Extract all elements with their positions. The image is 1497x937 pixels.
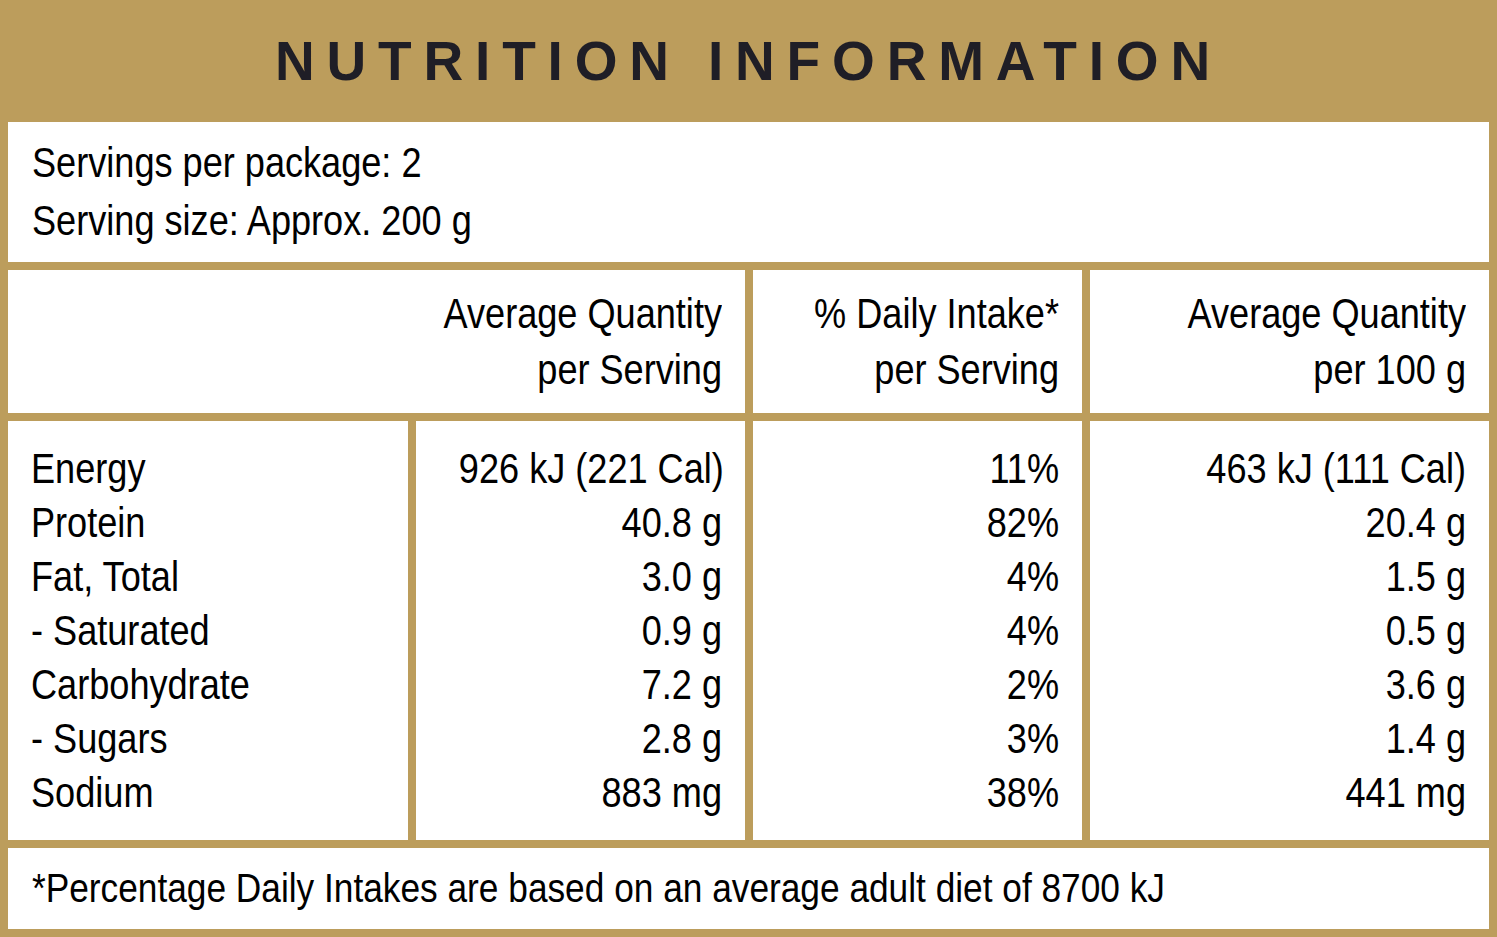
value-per-serving: 0.9 g — [459, 604, 722, 658]
nutrient-name: Fat, Total — [31, 550, 355, 604]
value-per-100g: 0.5 g — [1143, 604, 1466, 658]
serving-info-box: Servings per package: 2 Serving size: Ap… — [8, 122, 1489, 262]
column-header-line: Average Quantity — [1143, 286, 1466, 342]
value-daily-intake: 4% — [796, 550, 1059, 604]
nutrient-name: Protein — [31, 496, 355, 550]
value-per-serving: 7.2 g — [459, 658, 722, 712]
value-per-100g: 463 kJ (111 Cal) — [1143, 442, 1466, 496]
value-per-100g: 1.5 g — [1143, 550, 1466, 604]
value-per-100g: 20.4 g — [1143, 496, 1466, 550]
per-serving-value-column: 926 kJ (221 Cal)40.8 g3.0 g0.9 g7.2 g2.8… — [416, 421, 745, 840]
nutrient-name: Energy — [31, 442, 355, 496]
column-header-avg-quantity-per-serving: Average Quantity per Serving — [8, 270, 745, 413]
value-per-serving: 926 kJ (221 Cal) — [459, 442, 722, 496]
nutrition-information-label: NUTRITION INFORMATION Servings per packa… — [0, 0, 1497, 937]
value-per-serving: 3.0 g — [459, 550, 722, 604]
value-daily-intake: 3% — [796, 712, 1059, 766]
column-header-line: per Serving — [796, 342, 1059, 398]
value-daily-intake: 4% — [796, 604, 1059, 658]
value-daily-intake: 11% — [796, 442, 1059, 496]
table-header-row: Average Quantity per Serving % Daily Int… — [8, 270, 1489, 413]
gold-divider — [8, 840, 1489, 848]
daily-intake-value-column: 11%82%4%4%2%3%38% — [753, 421, 1082, 840]
column-header-line: per Serving — [108, 342, 722, 398]
footnote-box: *Percentage Daily Intakes are based on a… — [8, 848, 1489, 929]
value-daily-intake: 82% — [796, 496, 1059, 550]
gold-divider — [8, 413, 1489, 421]
column-header-line: % Daily Intake* — [796, 286, 1059, 342]
value-per-serving: 2.8 g — [459, 712, 722, 766]
column-header-line: Average Quantity — [108, 286, 722, 342]
title-band: NUTRITION INFORMATION — [0, 0, 1497, 122]
daily-intake-footnote: *Percentage Daily Intakes are based on a… — [32, 865, 1165, 912]
value-daily-intake: 2% — [796, 658, 1059, 712]
nutrient-name-column: EnergyProteinFat, Total- SaturatedCarboh… — [8, 421, 408, 840]
column-header-daily-intake-per-serving: % Daily Intake* per Serving — [753, 270, 1082, 413]
nutrient-name: - Sugars — [31, 712, 355, 766]
nutrient-name: Carbohydrate — [31, 658, 355, 712]
serving-size-text: Serving size: Approx. 200 g — [32, 192, 1489, 250]
value-daily-intake: 38% — [796, 766, 1059, 820]
page-title: NUTRITION INFORMATION — [275, 29, 1222, 93]
gold-divider — [8, 262, 1489, 270]
value-per-100g: 441 mg — [1143, 766, 1466, 820]
servings-per-package-text: Servings per package: 2 — [32, 134, 1489, 192]
nutrient-name: - Saturated — [31, 604, 355, 658]
per-100g-value-column: 463 kJ (111 Cal)20.4 g1.5 g0.5 g3.6 g1.4… — [1090, 421, 1489, 840]
nutrient-table-body: EnergyProteinFat, Total- SaturatedCarboh… — [8, 421, 1489, 840]
value-per-serving: 883 mg — [459, 766, 722, 820]
value-per-serving: 40.8 g — [459, 496, 722, 550]
label-content: Servings per package: 2 Serving size: Ap… — [0, 122, 1497, 929]
column-header-avg-quantity-per-100g: Average Quantity per 100 g — [1090, 270, 1489, 413]
value-per-100g: 1.4 g — [1143, 712, 1466, 766]
column-header-line: per 100 g — [1143, 342, 1466, 398]
nutrient-name: Sodium — [31, 766, 355, 820]
value-per-100g: 3.6 g — [1143, 658, 1466, 712]
